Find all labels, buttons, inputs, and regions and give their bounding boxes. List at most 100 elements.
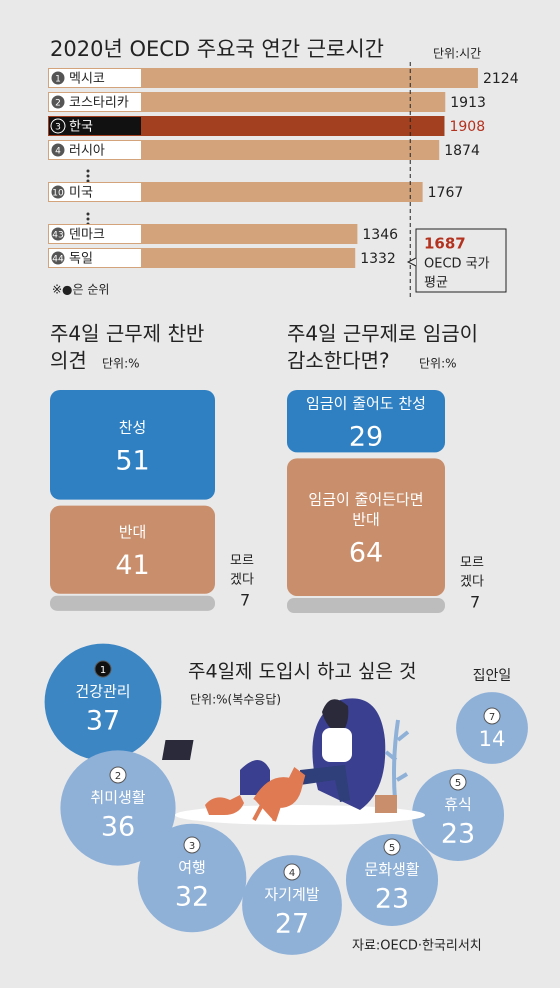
bubble bbox=[242, 855, 342, 955]
category-label: 멕시코 bbox=[69, 72, 105, 87]
category-label: 러시아 bbox=[69, 144, 105, 159]
value-label: 23 bbox=[441, 819, 475, 850]
rank: 5 bbox=[455, 778, 461, 789]
label-box bbox=[49, 69, 141, 87]
value-label: 2124 bbox=[483, 71, 519, 87]
category-label: 독일 bbox=[69, 252, 93, 267]
value-label: 64 bbox=[349, 538, 383, 569]
rank: 2 bbox=[55, 99, 61, 109]
value-label: 27 bbox=[275, 909, 309, 940]
bubble bbox=[60, 750, 176, 866]
label-box bbox=[49, 249, 141, 267]
rank: 3 bbox=[55, 123, 61, 133]
note: ※●은 순위 bbox=[52, 283, 109, 297]
bubble bbox=[44, 643, 162, 761]
rank: 1 bbox=[100, 665, 106, 676]
segment-label: 임금이 줄어든다면 bbox=[308, 491, 423, 509]
segment-label: 찬성 bbox=[119, 418, 147, 436]
label-box bbox=[49, 117, 141, 135]
category-label: 문화생활 bbox=[364, 861, 419, 879]
label-box bbox=[49, 225, 141, 243]
rank: 10 bbox=[52, 189, 64, 199]
rank-badge bbox=[383, 838, 401, 856]
bubble bbox=[137, 823, 247, 933]
rank-badge bbox=[50, 184, 66, 200]
label-box bbox=[49, 141, 141, 159]
bar bbox=[48, 116, 445, 136]
segment-label: 임금이 줄어도 찬성 bbox=[306, 395, 426, 413]
bar bbox=[48, 140, 440, 160]
value-label: 23 bbox=[375, 884, 409, 915]
chart-title: 주4일제 도입시 하고 싶은 것 bbox=[188, 661, 417, 683]
rank: 2 bbox=[115, 771, 121, 782]
value-label: 51 bbox=[115, 445, 149, 476]
value-label: 37 bbox=[86, 706, 120, 737]
bar-segment bbox=[287, 597, 445, 613]
rank-badge bbox=[94, 660, 112, 678]
rank-badge bbox=[449, 773, 467, 791]
chart-title: 주4일 근무제로 임금이 bbox=[287, 322, 478, 346]
value-label: 41 bbox=[115, 550, 149, 581]
rank: 3 bbox=[189, 841, 195, 852]
category-label: 한국 bbox=[69, 120, 93, 135]
rank-badge bbox=[483, 707, 501, 725]
source: 자료:OECD·한국리서치 bbox=[352, 939, 482, 954]
value-label: 1346 bbox=[362, 227, 398, 243]
segment-label: 반대 bbox=[352, 511, 380, 529]
chart-title: 2020년 OECD 주요국 연간 근로시간 bbox=[50, 37, 384, 61]
reference-label: 평균 bbox=[424, 276, 448, 291]
rank: 4 bbox=[289, 868, 295, 879]
value-label: 1913 bbox=[450, 95, 486, 111]
rank-badge bbox=[50, 118, 66, 134]
bar bbox=[48, 92, 446, 112]
bar-segment bbox=[50, 595, 215, 611]
value-label: 1767 bbox=[428, 185, 464, 201]
value-label: 7 bbox=[240, 590, 250, 609]
rank-badge bbox=[183, 836, 201, 854]
category-label: 건강관리 bbox=[75, 683, 130, 701]
bubble bbox=[345, 833, 439, 927]
chart-title: 의견 bbox=[50, 349, 87, 373]
unit: 단위:시간 bbox=[433, 47, 481, 61]
category-label: 취미생활 bbox=[90, 789, 145, 807]
unit: 단위:% bbox=[419, 357, 457, 371]
illustration bbox=[161, 698, 425, 825]
category-label: 집안일 bbox=[473, 668, 512, 684]
rank-badge bbox=[50, 94, 66, 110]
category-label: 휴식 bbox=[444, 796, 472, 814]
value-label: 29 bbox=[349, 422, 383, 453]
segment-label: 모르 bbox=[230, 553, 254, 568]
rank-badge bbox=[50, 70, 66, 86]
rank-badge bbox=[50, 226, 66, 242]
bar bbox=[48, 182, 423, 202]
value-label: 7 bbox=[470, 593, 480, 612]
unit: 단위:% bbox=[102, 357, 140, 371]
value-label: 1332 bbox=[360, 251, 396, 267]
rank: 5 bbox=[389, 843, 395, 854]
bubble bbox=[456, 692, 528, 764]
value-label: 36 bbox=[101, 812, 135, 843]
rank-badge bbox=[50, 142, 66, 158]
label-box bbox=[49, 93, 141, 111]
bar-segment bbox=[50, 390, 215, 500]
category-label: 여행 bbox=[178, 859, 206, 877]
unit: 단위:%(복수응답) bbox=[190, 693, 281, 707]
rank-badge bbox=[109, 766, 127, 784]
segment-label: 모르 bbox=[460, 556, 484, 571]
chart-title: 주4일 근무제 찬반 bbox=[50, 322, 204, 346]
rank: 43 bbox=[52, 231, 63, 241]
rank: 7 bbox=[489, 712, 495, 723]
segment-label: 반대 bbox=[119, 523, 147, 541]
bar-segment bbox=[287, 390, 445, 453]
value-label: 1908 bbox=[449, 119, 485, 135]
chart-title: 감소한다면? bbox=[287, 349, 390, 373]
rank-badge bbox=[283, 863, 301, 881]
category-label: 미국 bbox=[69, 186, 93, 201]
rank-badge bbox=[50, 250, 66, 266]
value-label: 14 bbox=[479, 727, 506, 751]
segment-label: 겠다 bbox=[230, 572, 254, 587]
bar-segment bbox=[287, 458, 445, 596]
rank: 1 bbox=[55, 75, 61, 85]
category-label: 덴마크 bbox=[69, 228, 105, 243]
